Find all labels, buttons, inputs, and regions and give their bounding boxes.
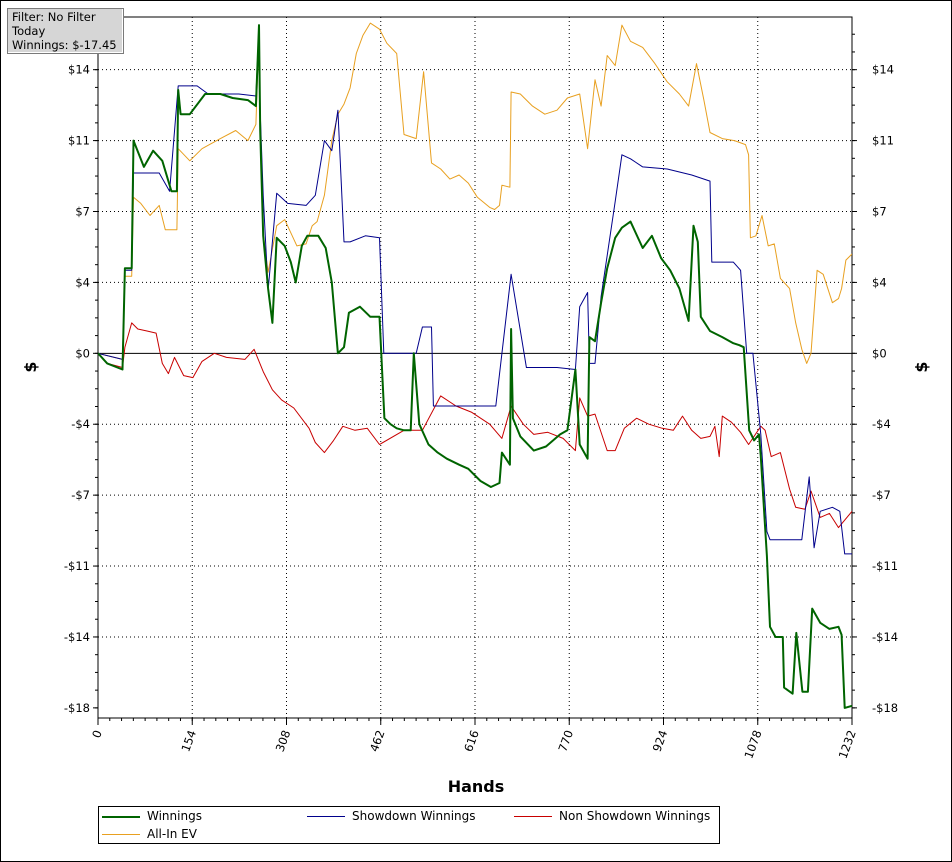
y-tick-label-left: -$4 (71, 417, 90, 431)
series-line-all-in-ev (98, 22, 852, 364)
x-tick-label: 770 (555, 728, 576, 753)
legend-label-allin-ev: All-In EV (147, 827, 197, 841)
winnings-total: Winnings: $-17.45 (12, 38, 117, 52)
x-axis-title: Hands (448, 777, 505, 796)
legend: Winnings Showdown Winnings Non Showdown … (98, 806, 720, 844)
tick-labels: 0 154 308 462 616 770 924 1078 1232 $14 $14 $11 $11 $… (64, 63, 898, 761)
y-tick-label-left: $11 (68, 134, 90, 148)
y-tick-label-left: -$11 (64, 559, 90, 573)
x-tick-label: 1078 (741, 728, 764, 760)
y-tick-label-right: $7 (872, 204, 887, 218)
legend-swatch-non-showdown (514, 816, 552, 817)
filter-info-box: Filter: No Filter Today Winnings: $-17.4… (7, 8, 124, 54)
y-tick-label-left: -$18 (64, 701, 90, 715)
legend-swatch-winnings (102, 816, 140, 818)
x-tick-label: 1232 (836, 728, 859, 760)
x-tick-label: 924 (650, 728, 671, 753)
y-tick-label-right: $0 (872, 346, 887, 360)
y-tick-label-left: $4 (75, 275, 90, 289)
legend-label-non-showdown: Non Showdown Winnings (559, 809, 711, 823)
x-tick-label: 154 (178, 728, 199, 753)
y-tick-label-left: $0 (75, 346, 90, 360)
grid (98, 17, 852, 718)
filter-label: Filter: No Filter (12, 10, 96, 24)
y-tick-label-left: -$14 (64, 630, 90, 644)
y-tick-label-left: -$7 (71, 488, 90, 502)
y-axis-title-left: $ (21, 361, 40, 372)
y-tick-label-right: -$14 (872, 630, 898, 644)
legend-label-showdown: Showdown Winnings (352, 809, 476, 823)
legend-label-winnings: Winnings (147, 809, 202, 823)
axes (93, 16, 857, 725)
y-tick-label-right: $11 (872, 134, 894, 148)
y-tick-label-right: $14 (872, 63, 894, 77)
y-tick-label-right: -$7 (872, 488, 891, 502)
x-tick-label: 0 (89, 728, 105, 740)
legend-swatch-showdown (307, 816, 345, 817)
x-tick-label: 462 (367, 728, 388, 753)
y-tick-label-right: -$11 (872, 559, 898, 573)
y-tick-label-right: -$18 (872, 701, 898, 715)
period-label: Today (12, 24, 46, 38)
legend-swatch-allin-ev (102, 834, 140, 835)
x-tick-label: 616 (461, 728, 482, 753)
series-line-winnings (98, 24, 852, 709)
x-tick-label: 308 (273, 728, 294, 753)
y-tick-label-left: $7 (75, 204, 90, 218)
y-tick-label-left: $14 (68, 63, 90, 77)
plot-border (97, 16, 853, 719)
y-tick-label-right: -$4 (872, 417, 891, 431)
series-line-showdown-winnings (98, 28, 852, 555)
y-axis-title-right: $ (912, 361, 931, 372)
series-lines (98, 22, 852, 709)
y-tick-label-right: $4 (872, 275, 887, 289)
